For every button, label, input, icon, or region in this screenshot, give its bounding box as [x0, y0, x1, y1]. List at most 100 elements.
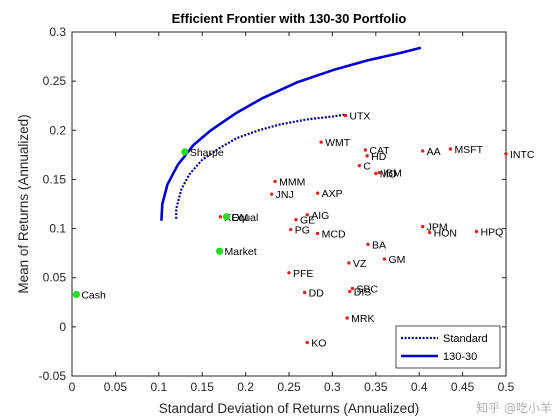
- asset-label-pg: PG: [295, 225, 310, 237]
- asset-label-jnj: JNJ: [276, 189, 294, 201]
- legend: Standard 130-30: [395, 325, 501, 369]
- chart-title: Efficient Frontier with 130-30 Portfolio: [172, 11, 407, 26]
- asset-point-wmt: [319, 140, 323, 144]
- asset-label-pfe: PFE: [293, 268, 313, 280]
- asset-point-vz: [347, 261, 351, 265]
- x-tick-label: 0.4: [411, 380, 428, 394]
- x-tick-label: 0.05: [104, 380, 128, 394]
- asset-label-mmm: MMM: [279, 176, 305, 188]
- plot-area: [71, 31, 507, 377]
- y-tick-label: -0.05: [39, 369, 67, 383]
- y-axis-label: Mean of Returns (Annualized): [16, 114, 31, 293]
- x-tick-label: 0.45: [451, 380, 475, 394]
- asset-point-ibm: [377, 170, 381, 175]
- asset-label-hd: HD: [371, 151, 387, 163]
- legend-label-130-30: 130-30: [443, 351, 477, 363]
- asset-point-pg: [289, 227, 293, 232]
- highlight-label-market: Market: [225, 246, 257, 258]
- asset-label-sbc: SBC: [356, 284, 378, 296]
- asset-point-hon: [427, 230, 432, 235]
- asset-label-aa: AA: [427, 146, 441, 158]
- x-axis-ticks: 0 0.05 0.1 0.15 0.2 0.25 0.3 0.35 0.4 0.45 0.5: [69, 32, 515, 394]
- asset-label-axp: AXP: [322, 188, 343, 200]
- x-axis-label: Standard Deviation of Returns (Annualize…: [159, 401, 419, 416]
- asset-point-mo: [374, 171, 378, 176]
- asset-label-dd: DD: [309, 287, 325, 299]
- series-line-130-30: [160, 46, 422, 221]
- y-tick-label: 0.1: [49, 222, 66, 236]
- asset-label-mcd: MCD: [322, 228, 346, 240]
- asset-point-axp: [315, 191, 320, 195]
- asset-label-ko: KO: [311, 338, 326, 350]
- x-tick-label: 0.25: [277, 380, 301, 394]
- y-tick-label: 0.2: [49, 123, 66, 137]
- asset-point-ko: [305, 340, 309, 345]
- asset-point-gm: [382, 257, 387, 261]
- asset-point-pfe: [287, 271, 291, 275]
- asset-point-hd: [365, 154, 369, 158]
- asset-label-utx: UTX: [349, 111, 370, 123]
- x-tick-label: 0.2: [237, 380, 254, 394]
- asset-point-jnj: [269, 192, 274, 196]
- asset-label-msft: MSFT: [454, 144, 483, 156]
- x-tick-label: 0.1: [150, 380, 167, 394]
- asset-point-xom: [218, 215, 223, 219]
- asset-point-hpq: [474, 229, 479, 234]
- highlight-point-cash: [72, 290, 80, 299]
- asset-point-msft: [448, 147, 453, 151]
- y-tick-label: 0: [59, 320, 66, 334]
- asset-point-aig: [305, 213, 309, 217]
- legend-label-standard: Standard: [443, 333, 488, 345]
- x-tick-label: 0.5: [498, 380, 515, 394]
- asset-label-gm: GM: [388, 254, 405, 266]
- legend-box: [395, 325, 501, 369]
- asset-point-ba: [366, 242, 370, 246]
- x-tick-label: 0.3: [324, 380, 341, 394]
- highlight-label-equal: Equal: [232, 212, 259, 224]
- y-axis-ticks: -0.05 0 0.05 0.1 0.15 0.2 0.25 0.3: [39, 25, 506, 383]
- asset-point-mmm: [273, 179, 277, 184]
- asset-label-ba: BA: [372, 239, 386, 251]
- asset-label-jpm: JPM: [427, 222, 448, 234]
- highlight-label-sharpe: Sharpe: [190, 147, 224, 159]
- y-tick-label: 0.25: [43, 74, 67, 88]
- asset-label-ge: GE: [300, 215, 315, 227]
- asset-label-hon: HON: [434, 228, 457, 240]
- asset-point-ge: [294, 218, 298, 222]
- x-tick-label: 0.35: [364, 380, 388, 394]
- asset-point-cat: [363, 148, 368, 152]
- asset-label-mrk: MRK: [351, 313, 374, 325]
- asset-point-utx: [343, 113, 348, 118]
- y-tick-label: 0.15: [43, 172, 67, 186]
- asset-point-dis: [348, 289, 352, 294]
- asset-label-c: C: [363, 161, 371, 173]
- asset-label-ibm: IBM: [383, 168, 402, 180]
- asset-point-mcd: [315, 231, 320, 236]
- asset-point-dd: [302, 290, 307, 295]
- frontier-curves: [160, 46, 422, 221]
- highlight-point-market: [215, 247, 224, 255]
- highlight-points: Sharpe Equal Market Cash: [72, 147, 259, 301]
- x-tick-label: 0: [69, 380, 76, 394]
- highlight-point-sharpe: [181, 148, 189, 156]
- asset-point-intc: [504, 152, 508, 156]
- highlight-label-cash: Cash: [81, 289, 106, 301]
- series-line-standard: [175, 113, 346, 219]
- asset-point-mrk: [345, 316, 349, 320]
- highlight-point-equal: [222, 213, 231, 221]
- y-tick-label: 0.3: [49, 25, 66, 39]
- asset-point-jpm: [420, 224, 425, 229]
- asset-point-aa: [420, 149, 425, 153]
- asset-point-sbc: [350, 286, 355, 291]
- asset-label-mo: MO: [380, 169, 397, 181]
- x-tick-label: 0.15: [191, 380, 215, 394]
- watermark-text: 知乎 @吃小羊: [476, 400, 552, 415]
- y-tick-label: 0.05: [43, 271, 67, 285]
- asset-label-aig: AIG: [311, 210, 329, 222]
- asset-label-hpq: HPQ: [480, 227, 503, 239]
- asset-label-vz: VZ: [353, 258, 367, 270]
- asset-point-c: [357, 163, 362, 168]
- asset-label-xom: XOM: [224, 212, 248, 224]
